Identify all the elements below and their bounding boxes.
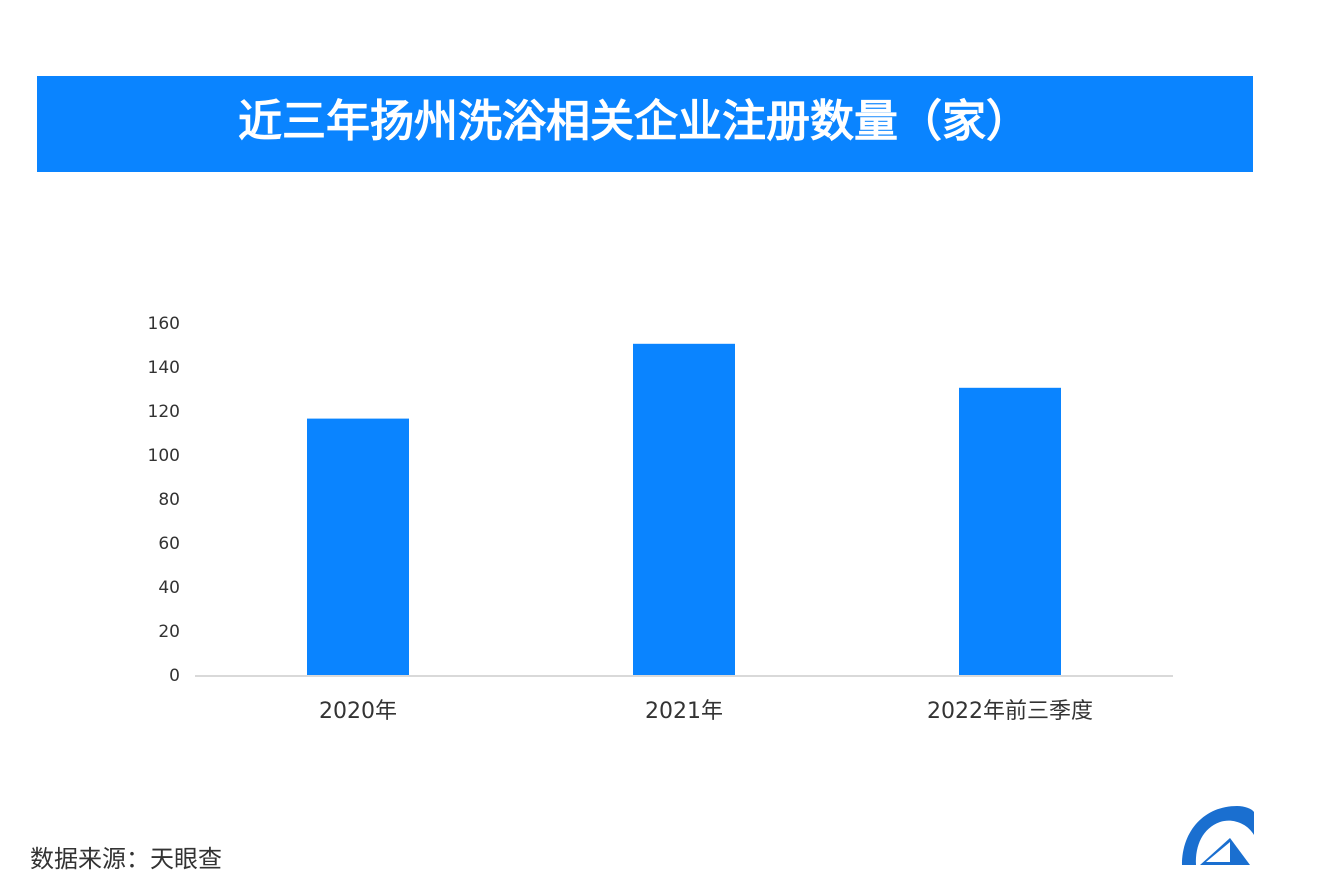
- y-tick-label: 60: [158, 534, 180, 554]
- y-tick-label: 120: [148, 402, 180, 422]
- logo: [1182, 806, 1254, 865]
- y-tick-label: 100: [148, 446, 180, 466]
- bar: [307, 418, 409, 676]
- x-tick-label: 2022年前三季度: [927, 699, 1093, 724]
- x-tick-label: 2021年: [645, 699, 723, 724]
- x-tick-label: 2020年: [319, 699, 397, 724]
- bar: [959, 387, 1061, 676]
- y-tick-label: 40: [158, 578, 180, 598]
- y-tick-label: 80: [158, 490, 180, 510]
- chart-title: 近三年扬州洗浴相关企业注册数量（家）: [238, 96, 1030, 147]
- y-tick-label: 20: [158, 622, 180, 642]
- y-tick-label: 160: [148, 314, 180, 334]
- source-note: 数据来源：天眼查: [30, 845, 222, 873]
- bar: [633, 343, 735, 676]
- y-tick-label: 0: [169, 666, 180, 686]
- y-tick-label: 140: [148, 358, 180, 378]
- title-banner: [37, 76, 1253, 172]
